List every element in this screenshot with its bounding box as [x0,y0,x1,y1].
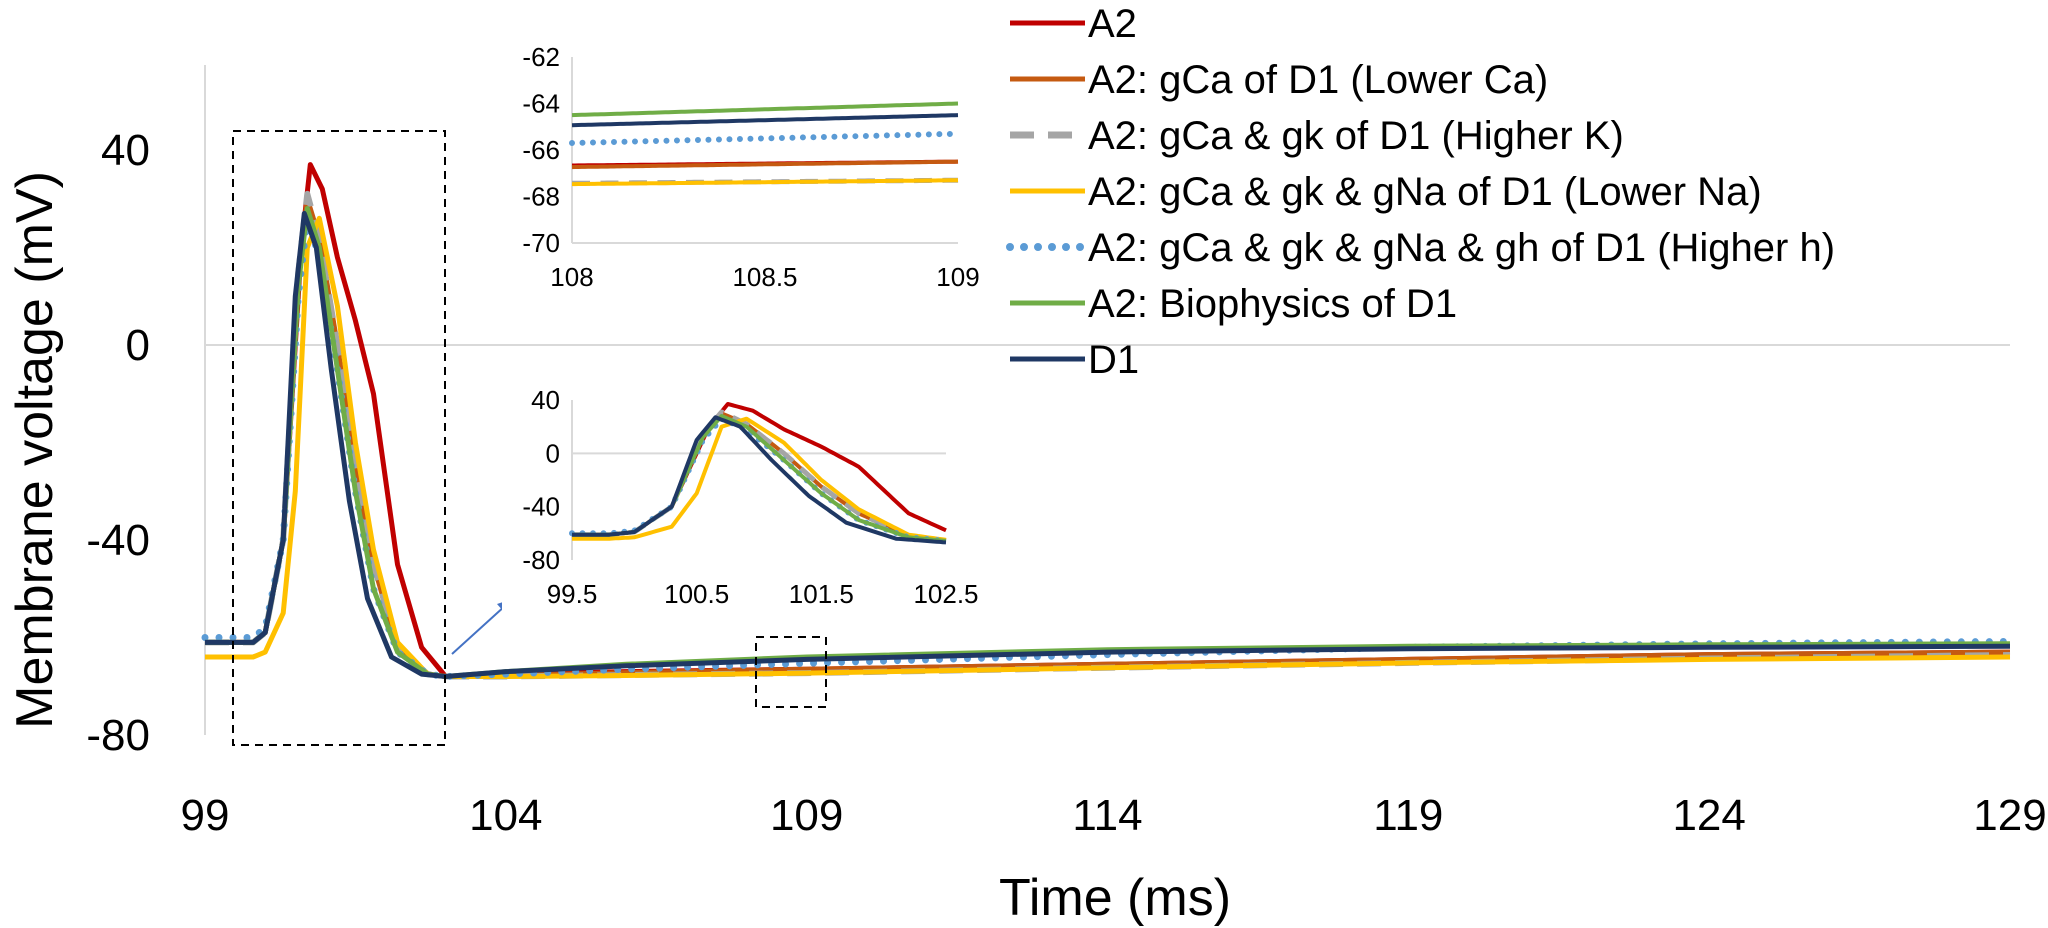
y-tick-label: -80 [86,711,150,760]
inset-series-line-d1 [571,113,959,128]
y-tick-label: 40 [101,126,150,175]
x-tick-label: 114 [1072,791,1142,840]
legend: A2 A2: gCa of D1 (Lower Ca) A2: gCa & gk o… [1006,2,1835,382]
x-tick-label: 104 [469,791,542,840]
inset-x-tick-label: 108 [550,262,593,292]
legend-label: A2: gCa & gk & gNa of D1 (Lower Na) [1088,170,1762,214]
x-tick-label: 109 [770,791,843,840]
y-tick-label: -40 [86,516,150,565]
x-tick-label: 119 [1373,791,1443,840]
inset-series-line-a2-gca-gk-gna-of-d1-lower-na [572,416,947,542]
inset-y-tick-label: 0 [546,438,560,468]
legend-label: A2 [1088,2,1137,46]
inset-background [502,375,986,620]
inset-y-tick-label: -62 [522,42,560,72]
zoom-box-repolarization [755,636,827,708]
legend-label: A2: gCa & gk of D1 (Higher K) [1088,114,1624,158]
x-tick-label: 129 [1973,791,2046,840]
inset-arrow-line [451,604,507,655]
main-plot: 99 104 109 114 119 124 129 40 0 -40 -80 [86,65,2047,840]
inset-x-tick-label: 108.5 [732,262,797,292]
inset-x-tick-label: 101.5 [789,579,854,609]
axis-titles: Time (ms) Membrane voltage (mV) [6,171,1231,927]
inset-series-line-a2-biophysics-of-d1 [571,101,959,118]
inset-y-tick-label: -70 [522,228,560,258]
series-line-a2-gca-gk-gna-of-d1-lower-na [205,215,2011,679]
inset-y-tick-label: -40 [522,492,560,522]
zoom-box-spike [232,130,446,746]
series-line-a2-biophysics-of-d1 [205,206,2011,679]
inset-y-tick-label: -68 [522,182,560,212]
inset-spike: 99.5 100.5 101.5 102.5 40 0 -40 -80 [502,375,986,620]
legend-label: A2: Biophysics of D1 [1088,282,1457,326]
y-tick-label: 0 [126,321,150,370]
inset-x-tick-label: 109 [936,262,979,292]
inset-y-tick-label: 40 [531,385,560,415]
legend-label: A2: gCa & gk & gNa & gh of D1 (Higher h) [1088,226,1835,270]
series-line-d1 [205,210,2011,679]
inset-repolarization: 108 108.5 109 -62 -64 -66 -68 -70 [502,32,998,303]
legend-label: A2: gCa of D1 (Lower Ca) [1088,58,1548,102]
inset-y-tick-label: -66 [522,135,560,165]
inset-series-line-a2-gca-gk-gna-of-d1-lower-na [572,178,959,187]
inset-series-line-a2-gca-of-d1-lower-ca [571,159,959,170]
x-axis-title: Time (ms) [999,869,1231,927]
legend-label: D1 [1088,338,1139,382]
inset-x-tick-label: 99.5 [547,579,598,609]
inset-x-tick-label: 100.5 [664,579,729,609]
inset-y-tick-label: -80 [522,545,560,575]
y-axis-title: Membrane voltage (mV) [6,171,64,729]
x-tick-label: 124 [1672,791,1745,840]
inset-x-tick-label: 102.5 [913,579,978,609]
inset-series-line-d1 [572,415,947,545]
series-line-a2-gca-of-d1-lower-ca [205,196,2011,679]
x-tick-label: 99 [181,791,230,840]
inset-y-tick-label: -64 [522,89,560,119]
inset-series-line-a2-gca-gk-gna-gh-of-d1-higher-h [569,130,961,146]
